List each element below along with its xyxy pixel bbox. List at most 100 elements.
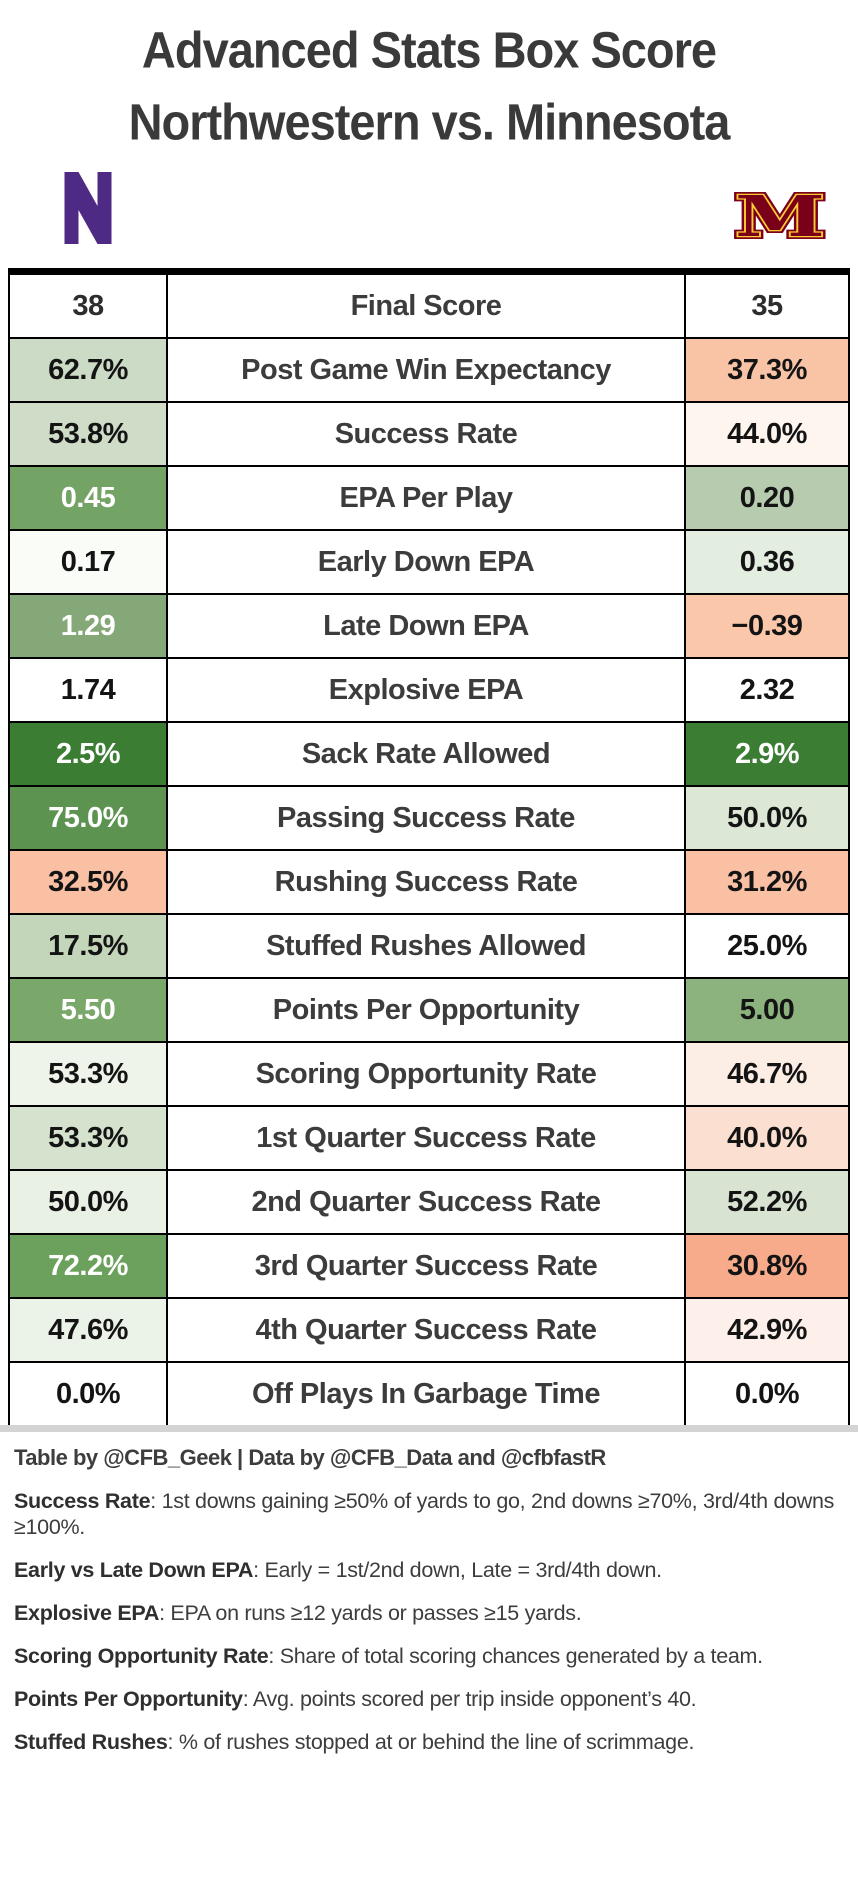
footnote: Early vs Late Down EPA: Early = 1st/2nd … [14,1557,842,1583]
metric-label-cell: Success Rate [168,403,686,465]
footnotes-section: Table by @CFB_Geek | Data by @CFB_Data a… [0,1432,858,1755]
footnote-text: : EPA on runs ≥12 yards or passes ≥15 ya… [159,1601,582,1625]
svg-text:M: M [735,186,825,240]
home-value-cell: 2.32 [686,659,848,721]
table-row: 17.5% Stuffed Rushes Allowed 25.0% [10,915,848,979]
footnote: Points Per Opportunity: Avg. points scor… [14,1686,842,1712]
northwestern-logo-icon [64,172,112,244]
metric-label-cell: Scoring Opportunity Rate [168,1043,686,1105]
home-value-cell: 42.9% [686,1299,848,1361]
table-row: 32.5% Rushing Success Rate 31.2% [10,851,848,915]
metric-label-cell: Explosive EPA [168,659,686,721]
metric-label-cell: Off Plays In Garbage Time [168,1363,686,1425]
footnotes-list: Success Rate: 1st downs gaining ≥50% of … [14,1488,842,1755]
metric-label-cell: Late Down EPA [168,595,686,657]
metric-label-cell: Rushing Success Rate [168,851,686,913]
table-row: 0.45 EPA Per Play 0.20 [10,467,848,531]
table-row: 1.29 Late Down EPA −0.39 [10,595,848,659]
home-value-cell: 52.2% [686,1171,848,1233]
away-value-cell: 2.5% [10,723,168,785]
home-value-cell: −0.39 [686,595,848,657]
away-value-cell: 47.6% [10,1299,168,1361]
metric-label-cell: Stuffed Rushes Allowed [168,915,686,977]
minnesota-logo-icon: M M [732,186,828,240]
away-value-cell: 50.0% [10,1171,168,1233]
credit-line: Table by @CFB_Geek | Data by @CFB_Data a… [14,1445,606,1470]
table-bottom-divider [0,1425,858,1432]
footnote-term: Explosive EPA [14,1601,160,1625]
table-row: 0.0% Off Plays In Garbage Time 0.0% [10,1363,848,1425]
footnote-text: : Share of total scoring chances generat… [268,1644,763,1668]
home-value-cell: 30.8% [686,1235,848,1297]
away-value-cell: 62.7% [10,339,168,401]
metric-label-cell: 2nd Quarter Success Rate [168,1171,686,1233]
away-value-cell: 0.0% [10,1363,168,1425]
away-value-cell: 0.45 [10,467,168,529]
home-value-cell: 5.00 [686,979,848,1041]
table-row: 53.3% Scoring Opportunity Rate 46.7% [10,1043,848,1107]
metric-label-cell: 4th Quarter Success Rate [168,1299,686,1361]
stats-table-body: 38 Final Score 35 62.7% Post Game Win Expect… [10,275,848,1425]
home-value-cell: 37.3% [686,339,848,401]
home-value-cell: 46.7% [686,1043,848,1105]
stats-table: 38 Final Score 35 62.7% Post Game Win Expect… [8,268,850,1425]
metric-label-cell: EPA Per Play [168,467,686,529]
metric-label-cell: Sack Rate Allowed [168,723,686,785]
home-value-cell: 0.20 [686,467,848,529]
svg-text:M: M [735,186,825,240]
metric-label-cell: Final Score [168,275,686,337]
footnote-term: Success Rate [14,1489,151,1513]
footnote-text: : 1st downs gaining ≥50% of yards to go,… [14,1489,835,1539]
away-value-cell: 53.3% [10,1043,168,1105]
away-value-cell: 1.74 [10,659,168,721]
footnote: Explosive EPA: EPA on runs ≥12 yards or … [14,1600,842,1626]
metric-label-cell: 1st Quarter Success Rate [168,1107,686,1169]
away-value-cell: 38 [10,275,168,337]
metric-label-cell: 3rd Quarter Success Rate [168,1235,686,1297]
footnote-term: Points Per Opportunity [14,1687,243,1711]
away-value-cell: 17.5% [10,915,168,977]
home-value-cell: 31.2% [686,851,848,913]
home-value-cell: 50.0% [686,787,848,849]
home-value-cell: 40.0% [686,1107,848,1169]
footnote-term: Early vs Late Down EPA [14,1558,254,1582]
table-row: 50.0% 2nd Quarter Success Rate 52.2% [10,1171,848,1235]
table-row: 5.50 Points Per Opportunity 5.00 [10,979,848,1043]
footnote-text: : % of rushes stopped at or behind the l… [167,1730,695,1754]
away-value-cell: 0.17 [10,531,168,593]
title-block: Advanced Stats Box Score Northwestern vs… [0,0,858,150]
footnote: Success Rate: 1st downs gaining ≥50% of … [14,1488,842,1540]
table-row: 2.5% Sack Rate Allowed 2.9% [10,723,848,787]
table-row: 53.8% Success Rate 44.0% [10,403,848,467]
table-row: 47.6% 4th Quarter Success Rate 42.9% [10,1299,848,1363]
away-value-cell: 53.8% [10,403,168,465]
table-row: 72.2% 3rd Quarter Success Rate 30.8% [10,1235,848,1299]
page-title-line1: Advanced Stats Box Score [141,20,717,79]
home-value-cell: 25.0% [686,915,848,977]
away-value-cell: 5.50 [10,979,168,1041]
away-value-cell: 75.0% [10,787,168,849]
home-value-cell: 35 [686,275,848,337]
table-row: 1.74 Explosive EPA 2.32 [10,659,848,723]
footnote-text: : Early = 1st/2nd down, Late = 3rd/4th d… [253,1558,662,1582]
away-value-cell: 53.3% [10,1107,168,1169]
footnote-term: Stuffed Rushes [14,1730,168,1754]
table-row: 38 Final Score 35 [10,275,848,339]
home-value-cell: 44.0% [686,403,848,465]
home-value-cell: 0.0% [686,1363,848,1425]
away-value-cell: 1.29 [10,595,168,657]
table-row: 53.3% 1st Quarter Success Rate 40.0% [10,1107,848,1171]
home-value-cell: 0.36 [686,531,848,593]
page-title-line2: Northwestern vs. Minnesota [128,92,731,151]
footnote: Stuffed Rushes: % of rushes stopped at o… [14,1729,842,1755]
metric-label-cell: Early Down EPA [168,531,686,593]
metric-label-cell: Points Per Opportunity [168,979,686,1041]
table-row: 0.17 Early Down EPA 0.36 [10,531,848,595]
away-value-cell: 32.5% [10,851,168,913]
footnote-term: Scoring Opportunity Rate [14,1644,269,1668]
table-row: 62.7% Post Game Win Expectancy 37.3% [10,339,848,403]
metric-label-cell: Post Game Win Expectancy [168,339,686,401]
home-value-cell: 2.9% [686,723,848,785]
footnote-text: : Avg. points scored per trip inside opp… [242,1687,697,1711]
